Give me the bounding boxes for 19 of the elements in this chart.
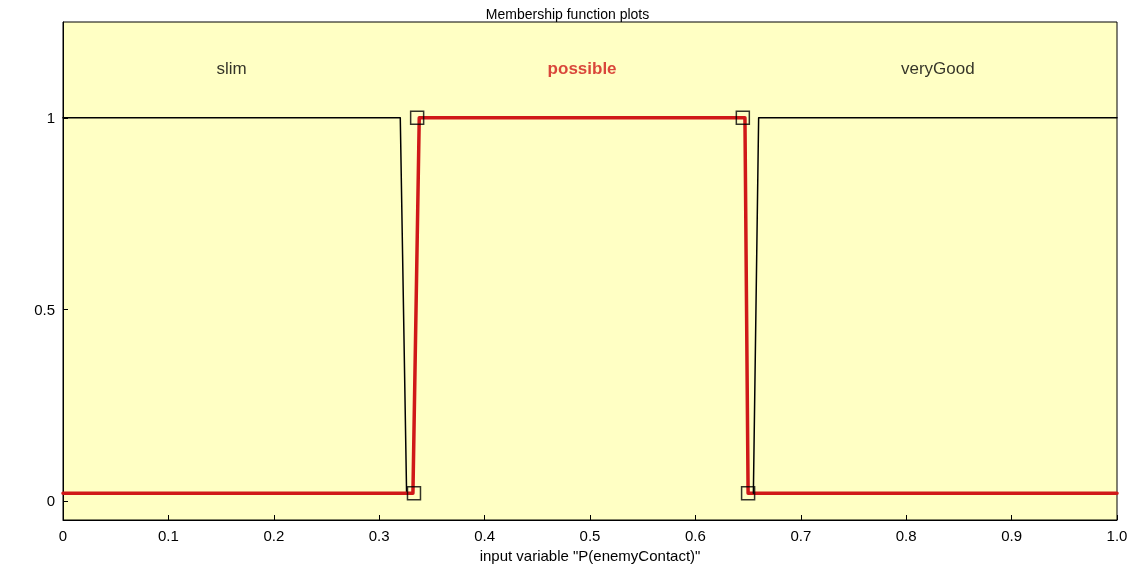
x-tick-label: 0.5 [579, 527, 601, 544]
x-tick-label: 0.7 [790, 527, 812, 544]
y-tick-label: 0 [46, 492, 55, 510]
x-tick-label: 0.2 [263, 527, 285, 544]
x-tick-label: 0.8 [895, 527, 917, 544]
chart-title: Membership function plots [485, 6, 650, 22]
x-tick-label: 1.0 [1106, 527, 1128, 544]
x-axis-title: input variable "P(enemyContact)" [479, 547, 701, 564]
y-tick-label: 0.5 [34, 300, 55, 318]
x-tick-label: 0.9 [1001, 527, 1023, 544]
y-tick-label: 1 [46, 109, 55, 127]
x-tick-label: 0 [58, 527, 68, 544]
x-tick-label: 0.4 [474, 527, 496, 544]
text: veryGood [900, 59, 975, 78]
x-tick-label: 0.6 [684, 527, 706, 544]
text: slim [216, 59, 247, 78]
x-tick-label: 0.3 [368, 527, 390, 544]
x-tick-label: 0.1 [157, 527, 179, 544]
text: possible [547, 59, 617, 78]
